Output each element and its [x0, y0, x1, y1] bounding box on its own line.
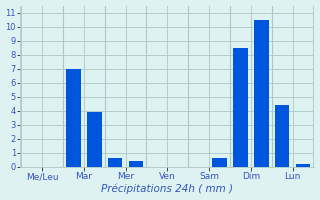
- Bar: [254, 20, 268, 167]
- Bar: [296, 164, 310, 167]
- Bar: [212, 158, 227, 167]
- Bar: [275, 105, 289, 167]
- Bar: [233, 48, 248, 167]
- Bar: [108, 158, 123, 167]
- Bar: [87, 112, 102, 167]
- X-axis label: Précipitations 24h ( mm ): Précipitations 24h ( mm ): [101, 184, 233, 194]
- Bar: [66, 69, 81, 167]
- Bar: [129, 161, 143, 167]
